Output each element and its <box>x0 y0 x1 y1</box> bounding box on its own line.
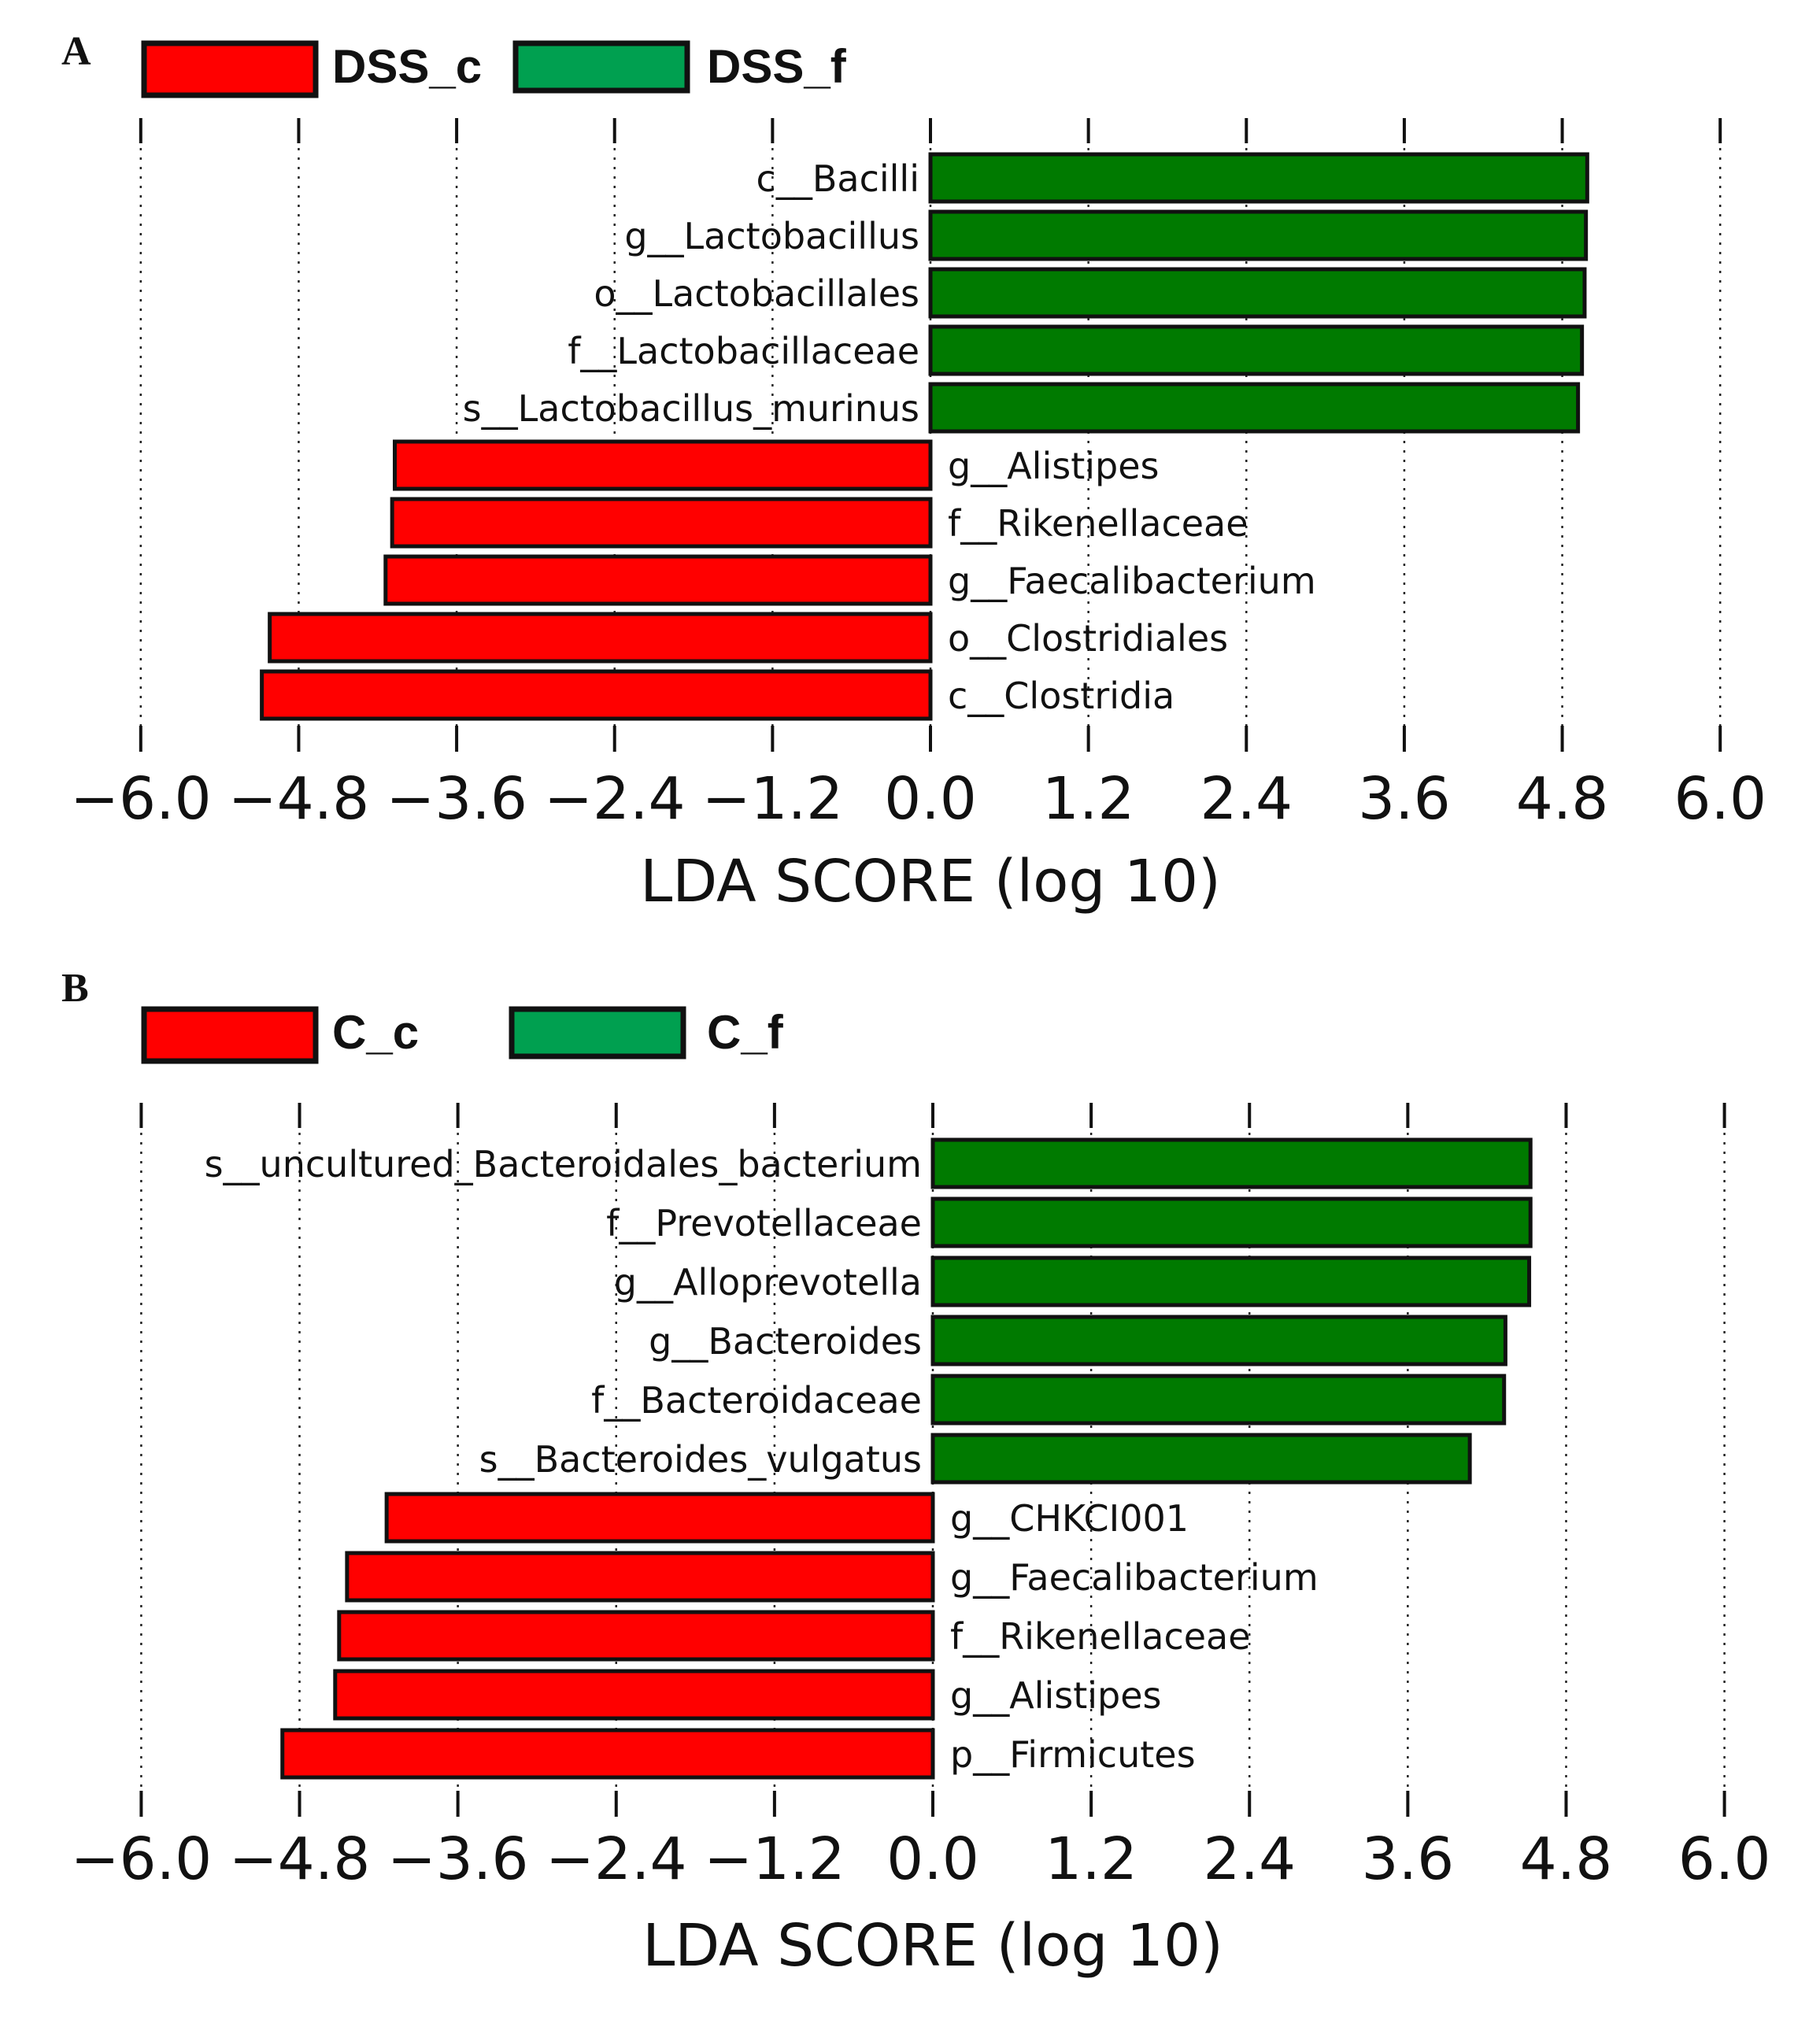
legend-swatch-dss-c <box>141 40 319 98</box>
bar-label-s-bacteroides-vulgatus: s__Bacteroides_vulgatus <box>479 1438 922 1481</box>
panel-label: B <box>61 966 89 1011</box>
bar-s-bacteroides-vulgatus <box>930 1433 1472 1485</box>
x-axis-label: LDA SCORE (log 10) <box>640 848 1221 915</box>
bar-f-rikenellaceae <box>337 1610 935 1662</box>
bar-label-f-lactobacillaceae: f__Lactobacillaceae <box>568 330 919 372</box>
bar-label-g-alistipes: g__Alistipes <box>948 445 1159 487</box>
bar-label-f-rikenellaceae: f__Rikenellaceae <box>950 1615 1251 1658</box>
tick-label-5: 0.0 <box>884 765 977 833</box>
bar-g-alistipes <box>392 439 933 491</box>
tick-label-1: −4.8 <box>229 1825 371 1893</box>
tick-label-5: 0.0 <box>886 1825 979 1893</box>
bar-label-g-faecalibacterium: g__Faecalibacterium <box>948 560 1316 602</box>
tick-label-3: −2.4 <box>544 765 686 833</box>
bar-label-s-uncultured-bacteroidales-bacterium: s__uncultured_Bacteroidales_bacterium <box>205 1143 922 1185</box>
legend-swatch-dss-f <box>512 40 690 94</box>
bar-s-uncultured-bacteroidales-bacterium <box>930 1137 1533 1189</box>
bar-label-o-clostridiales: o__Clostridiales <box>948 617 1228 660</box>
bar-f-bacteroidaceae <box>930 1374 1507 1426</box>
bar-g-faecalibacterium <box>345 1551 935 1603</box>
bar-label-c-clostridia: c__Clostridia <box>948 675 1174 717</box>
bar-label-g-bacteroides: g__Bacteroides <box>649 1320 922 1363</box>
panel-label: A <box>61 29 91 74</box>
bar-g-lactobacillus <box>928 209 1589 261</box>
bar-label-o-lactobacillales: o__Lactobacillales <box>594 272 919 315</box>
legend-label-c-c: C_c <box>332 1006 419 1059</box>
bar-label-p-firmicutes: p__Firmicutes <box>950 1733 1196 1776</box>
tick-label-6: 1.2 <box>1045 1825 1138 1893</box>
tick-label-9: 4.8 <box>1520 1825 1613 1893</box>
bar-label-s-lactobacillus-murinus: s__Lactobacillus_murinus <box>463 387 919 430</box>
tick-label-0: −6.0 <box>70 765 212 833</box>
bar-label-c-bacilli: c__Bacilli <box>756 157 919 200</box>
bar-f-prevotellaceae <box>930 1196 1533 1248</box>
tick-label-4: −1.2 <box>704 1825 845 1893</box>
legend-label-dss-c: DSS_c <box>332 40 482 93</box>
bar-o-lactobacillales <box>928 267 1587 319</box>
tick-label-2: −3.6 <box>386 765 527 833</box>
tick-label-1: −4.8 <box>228 765 370 833</box>
bar-o-clostridiales <box>268 612 933 664</box>
panel-b-chart: B C_c C_f s__uncultured_Bacteroidales_bacte… <box>61 966 1770 1980</box>
legend-swatch-c-c <box>141 1006 319 1064</box>
bar-c-bacilli <box>928 152 1589 204</box>
panel-a-chart: A DSS_c DSS_f c__Bacilli g__Lactobacillus o__… <box>61 29 1766 915</box>
bar-label-f-rikenellaceae: f__Rikenellaceae <box>948 502 1248 545</box>
legend-label-c-f: C_f <box>707 1006 784 1059</box>
bar-p-firmicutes <box>280 1728 935 1780</box>
tick-label-4: −1.2 <box>702 765 844 833</box>
legend-swatch-c-f <box>509 1006 686 1060</box>
bar-label-g-faecalibacterium: g__Faecalibacterium <box>950 1556 1319 1599</box>
bar-s-lactobacillus-murinus <box>928 382 1581 434</box>
legend-label-dss-f: DSS_f <box>707 40 847 93</box>
bar-label-g-lactobacillus: g__Lactobacillus <box>624 215 919 257</box>
bar-c-clostridia <box>260 669 933 721</box>
tick-label-7: 2.4 <box>1203 1825 1296 1893</box>
bar-f-rikenellaceae <box>390 497 933 549</box>
bar-label-f-bacteroidaceae: f__Bacteroidaceae <box>591 1379 922 1422</box>
bar-label-g-alloprevotella: g__Alloprevotella <box>614 1261 922 1304</box>
bar-label-f-prevotellaceae: f__Prevotellaceae <box>606 1202 922 1244</box>
bar-g-bacteroides <box>930 1315 1507 1366</box>
tick-label-8: 3.6 <box>1358 765 1451 833</box>
bar-g-alistipes <box>333 1669 935 1721</box>
tick-label-0: −6.0 <box>71 1825 213 1893</box>
tick-label-7: 2.4 <box>1200 765 1293 833</box>
bar-label-g-chkci001: g__CHKCI001 <box>950 1497 1189 1540</box>
tick-label-9: 4.8 <box>1516 765 1609 833</box>
bar-g-alloprevotella <box>930 1256 1532 1307</box>
bar-label-g-alistipes: g__Alistipes <box>950 1674 1161 1717</box>
bar-f-lactobacillaceae <box>928 324 1585 376</box>
tick-label-2: −3.6 <box>387 1825 529 1893</box>
bar-g-faecalibacterium <box>383 554 933 606</box>
tick-label-8: 3.6 <box>1362 1825 1455 1893</box>
tick-label-10: 6.0 <box>1674 765 1766 833</box>
x-axis-label: LDA SCORE (log 10) <box>642 1912 1223 1980</box>
bar-g-chkci001 <box>384 1492 935 1544</box>
tick-label-10: 6.0 <box>1678 1825 1771 1893</box>
tick-label-3: −2.4 <box>546 1825 687 1893</box>
tick-label-6: 1.2 <box>1042 765 1135 833</box>
